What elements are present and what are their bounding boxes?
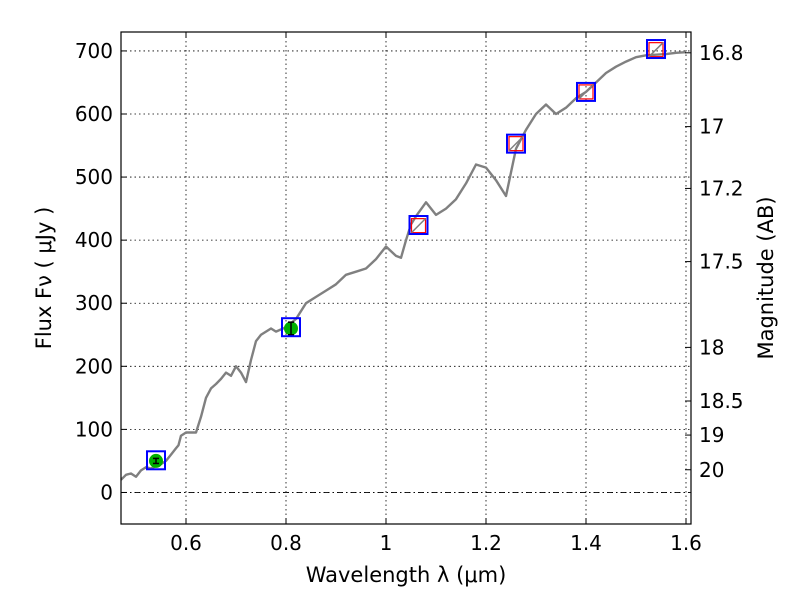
model-photometry-box xyxy=(146,450,166,471)
y2-tick-label: 17 xyxy=(699,115,724,139)
y-tick-label: 0 xyxy=(100,480,113,504)
x-tick-label: 1.6 xyxy=(670,531,702,555)
upper-limit-marker xyxy=(578,84,594,100)
x-ticks: 0.6 0.8 1 1.2 1.4 1.6 xyxy=(170,32,702,555)
upper-limit-marker xyxy=(410,218,427,234)
spectrum-line xyxy=(120,51,687,481)
y-tick-label: 300 xyxy=(75,291,113,315)
model-photometry-box xyxy=(646,39,666,60)
y2-tick-label: 17.5 xyxy=(699,250,744,274)
x-tick-label: 1.4 xyxy=(570,531,602,555)
y-tick-label: 500 xyxy=(75,165,113,189)
y-tick-label: 200 xyxy=(75,354,113,378)
y-axis-label: Flux Fν ( μJy ) xyxy=(32,207,56,350)
model-photometry-box xyxy=(281,317,301,338)
grid-layer xyxy=(121,32,691,524)
y2-tick-label: 19 xyxy=(699,423,724,447)
model-photometry-box xyxy=(576,81,596,102)
y2-tick-label: 18 xyxy=(699,335,724,359)
y-ticks: 0 100 200 300 400 500 600 700 xyxy=(75,39,127,504)
x-tick-label: 0.8 xyxy=(270,531,302,555)
model-photometry-box xyxy=(408,215,429,236)
y-tick-label: 700 xyxy=(75,39,113,63)
model-photometry-box xyxy=(506,133,526,154)
y2-ticks: 16.8 17 17.2 17.5 18 18.5 19 20 xyxy=(685,41,744,482)
x-tick-label: 1.2 xyxy=(470,531,502,555)
upper-limit-diagonal xyxy=(578,84,594,100)
x-tick-label: 0.6 xyxy=(170,531,202,555)
y2-tick-label: 16.8 xyxy=(699,41,744,65)
x-axis-label: Wavelength λ (μm) xyxy=(306,563,507,587)
upper-limit-marker xyxy=(508,136,524,152)
y-tick-label: 600 xyxy=(75,102,113,126)
y2-tick-label: 18.5 xyxy=(699,389,744,413)
upper-limit-marker xyxy=(648,42,664,58)
upper-limit-diagonal xyxy=(648,42,664,58)
y-tick-label: 100 xyxy=(75,417,113,441)
series-layer xyxy=(120,51,687,481)
x-tick-label: 1 xyxy=(380,531,393,555)
plot-frame xyxy=(120,31,692,525)
y2-axis-label: Magnitude (AB) xyxy=(754,196,778,359)
upper-limit-diagonal xyxy=(410,218,427,234)
y2-tick-label: 17.2 xyxy=(699,176,744,200)
upper-limit-diagonal xyxy=(508,136,524,152)
points-layer xyxy=(146,39,666,471)
y-tick-label: 400 xyxy=(75,228,113,252)
y2-tick-label: 20 xyxy=(699,458,724,482)
